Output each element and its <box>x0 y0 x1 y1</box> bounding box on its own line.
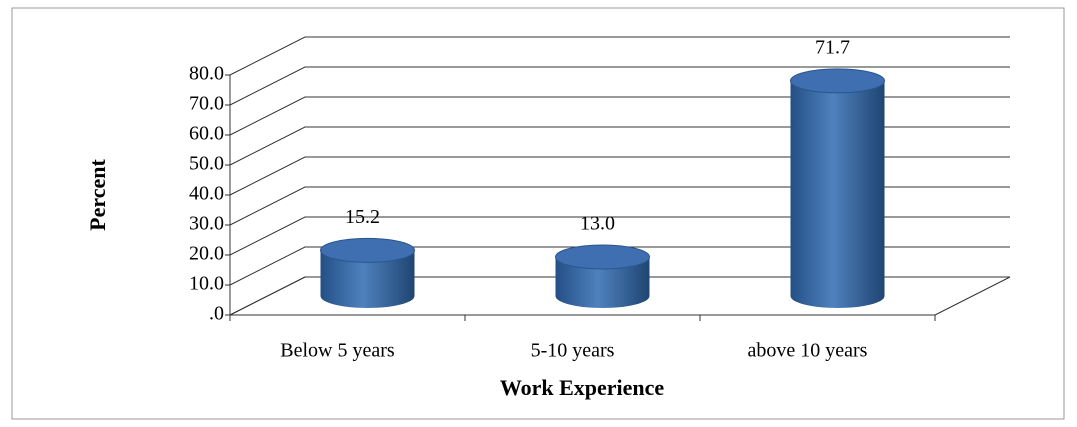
bar-top <box>790 68 885 94</box>
x-axis-title: Work Experience <box>500 375 665 400</box>
bar-base <box>320 284 415 308</box>
value-label: 15.2 <box>345 206 380 228</box>
y-tick-label: 40.0 <box>189 183 224 205</box>
y-axis-title: Percent <box>85 159 110 231</box>
bar-top <box>555 244 650 270</box>
grid-line <box>229 96 1010 136</box>
bar-top <box>320 237 415 263</box>
bar-base <box>555 284 650 308</box>
grid-line <box>229 186 1010 226</box>
value-label: 71.7 <box>815 36 850 58</box>
chart-border <box>11 7 1065 420</box>
value-label: 13.0 <box>580 213 615 235</box>
grid-line <box>229 246 1010 286</box>
x-tick-label: 5-10 years <box>531 340 615 362</box>
x-tick-label: Below 5 years <box>280 340 395 362</box>
y-tick-label: 10.0 <box>189 273 224 295</box>
bar-base <box>790 284 885 308</box>
x-tick-label: above 10 years <box>748 340 868 362</box>
grid-line <box>229 126 1010 166</box>
y-tick-label: 50.0 <box>189 153 224 175</box>
y-tick-label: .0 <box>209 303 224 325</box>
y-tick-label: 30.0 <box>189 213 224 235</box>
grid-line <box>229 66 1010 106</box>
y-tick-label: 20.0 <box>189 243 224 265</box>
y-tick-label: 60.0 <box>189 123 224 145</box>
y-tick-label: 70.0 <box>189 93 224 115</box>
bar-body <box>790 80 885 297</box>
grid-line <box>229 36 1010 76</box>
y-tick-label: 80.0 <box>189 63 224 85</box>
grid-line <box>229 276 1010 316</box>
grid-line <box>229 216 1010 256</box>
grid-line <box>229 156 1010 196</box>
